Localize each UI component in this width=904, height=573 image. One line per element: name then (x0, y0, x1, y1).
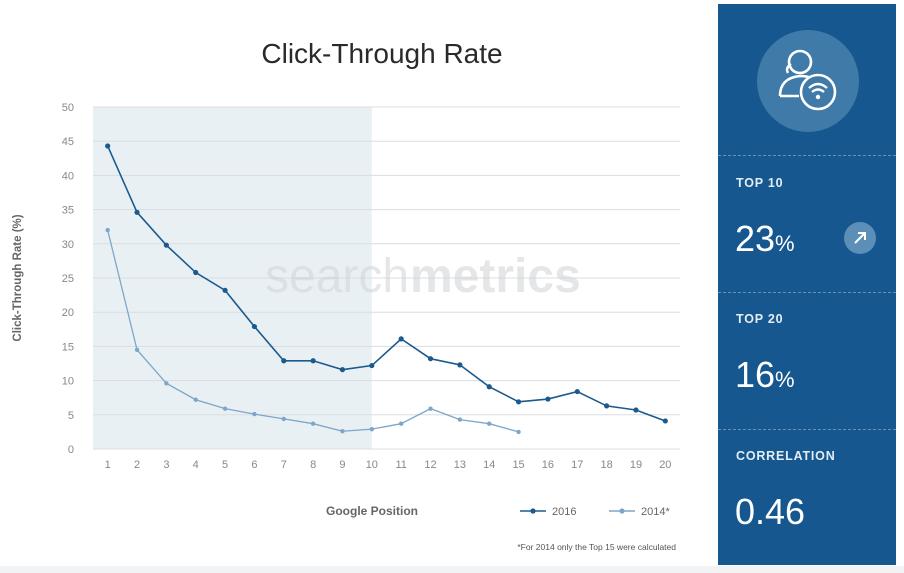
legend-marker (619, 508, 625, 514)
data-point (428, 406, 433, 411)
x-tick-label: 13 (454, 459, 466, 471)
y-tick-label: 35 (62, 205, 74, 217)
x-tick-label: 12 (424, 459, 436, 471)
stat-value: 23% (735, 218, 795, 259)
data-point (134, 209, 140, 215)
data-point (369, 426, 375, 432)
data-point (193, 397, 198, 402)
svg-text:search: search (265, 250, 409, 303)
series-points (105, 143, 668, 435)
x-tick-label: 14 (483, 459, 495, 471)
data-point (222, 287, 228, 293)
data-point (398, 421, 404, 426)
data-point (604, 403, 610, 409)
x-tick-label: 3 (163, 459, 169, 471)
data-point (281, 416, 286, 422)
x-tick-label: 8 (310, 459, 316, 471)
y-tick-label: 15 (62, 341, 74, 353)
stat-divider (718, 429, 896, 430)
data-point (457, 417, 463, 422)
data-point (222, 406, 228, 411)
stat-divider (718, 292, 896, 293)
x-tick-label: 19 (630, 459, 642, 471)
data-point (252, 411, 257, 417)
data-point (251, 323, 258, 330)
data-point (398, 336, 404, 342)
chart-title: Click-Through Rate (261, 38, 502, 69)
x-tick-label: 20 (659, 459, 671, 471)
data-point (369, 362, 375, 369)
data-point (340, 429, 345, 434)
data-point (574, 388, 580, 395)
data-point (310, 358, 316, 364)
stat-divider (718, 155, 896, 156)
x-tick-label: 15 (512, 459, 524, 471)
data-point (516, 429, 521, 435)
x-tick-label: 18 (601, 459, 613, 471)
y-tick-label: 20 (62, 307, 74, 319)
user-wifi-icon (757, 30, 859, 132)
data-point (310, 421, 316, 426)
x-tick-label: 9 (339, 459, 345, 471)
y-tick-label: 40 (62, 170, 74, 182)
y-tick-label: 0 (68, 444, 74, 456)
x-tick-label: 11 (395, 459, 406, 471)
stat-value: 16% (735, 354, 795, 395)
data-point (339, 367, 346, 373)
data-point (633, 407, 639, 413)
series-line-2016 (106, 145, 666, 422)
stat-label: CORRELATION (736, 449, 836, 463)
y-tick-labels: 0 5 10 15 20 25 30 35 40 45 50 (62, 102, 74, 456)
y-tick-label: 50 (62, 102, 74, 114)
svg-text:metrics: metrics (410, 250, 581, 303)
data-point (281, 358, 287, 364)
data-point (105, 227, 110, 233)
stats-panel: TOP 10 23% TOP 20 16% CORRELATION 0.46 (718, 4, 896, 565)
data-point (486, 384, 492, 390)
x-tick-label: 7 (281, 459, 287, 471)
x-tick-label: 1 (105, 459, 111, 471)
x-tick-labels: 1 2 3 4 5 6 7 8 9 10 11 12 13 14 15 16 17 18 19 20 (105, 459, 672, 471)
grid (93, 106, 680, 450)
data-point (164, 381, 169, 386)
stat-correlation: CORRELATION 0.46 (718, 429, 896, 565)
legend-label: 2014* (641, 506, 670, 518)
stat-value: 0.46 (735, 491, 806, 532)
data-point (427, 356, 434, 362)
x-tick-label: 4 (193, 459, 199, 471)
data-point (487, 421, 492, 426)
stat-label: TOP 20 (736, 312, 784, 326)
x-tick-label: 16 (542, 459, 554, 471)
data-point (134, 347, 140, 353)
y-tick-label: 30 (62, 239, 74, 251)
data-point (163, 242, 169, 248)
arrow-up-right-icon[interactable] (844, 222, 876, 254)
y-tick-label: 5 (68, 410, 74, 422)
data-point (457, 362, 463, 368)
data-point (545, 396, 551, 402)
data-point (662, 418, 668, 424)
stat-label: TOP 10 (736, 176, 784, 190)
x-axis-label: Google Position (326, 504, 418, 518)
x-tick-label: 5 (222, 459, 228, 471)
data-point (105, 143, 111, 149)
y-tick-label: 25 (62, 273, 74, 285)
stat-top10: TOP 10 23% (718, 155, 896, 292)
data-point (515, 399, 522, 405)
legend: 2016 2014* (520, 506, 670, 518)
watermark: search metrics (265, 250, 581, 303)
footnote: *For 2014 only the Top 15 were calculate… (517, 542, 676, 552)
x-tick-label: 2 (134, 459, 140, 471)
x-tick-label: 10 (366, 459, 378, 471)
y-tick-label: 10 (62, 376, 74, 388)
legend-marker (530, 508, 536, 514)
y-axis-label: Click-Through Rate (%) (12, 214, 24, 341)
data-point (193, 269, 199, 276)
legend-label: 2016 (552, 506, 576, 518)
stat-top20: TOP 20 16% (718, 292, 896, 429)
x-tick-label: 17 (571, 459, 583, 471)
x-tick-label: 6 (251, 459, 257, 471)
y-tick-label: 45 (62, 136, 74, 148)
